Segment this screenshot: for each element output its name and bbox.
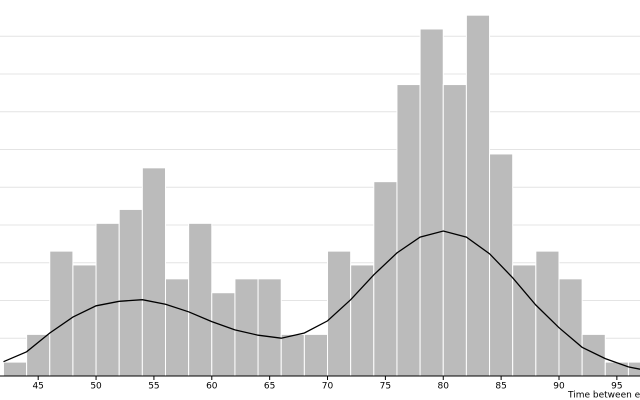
x-axis-label: Time between erup <box>567 391 640 400</box>
bar <box>327 250 352 377</box>
bar <box>350 264 375 377</box>
bar <box>581 333 606 377</box>
x-tick-label: 95 <box>611 382 622 392</box>
bar <box>442 84 467 377</box>
overlay: 45 50 55 60 65 70 75 80 85 90 95 <box>0 375 640 392</box>
x-tick-label: 50 <box>90 382 102 392</box>
bar <box>419 28 444 377</box>
bar <box>465 14 491 377</box>
bar <box>211 292 236 377</box>
bar <box>234 278 259 377</box>
x-tick-label: 80 <box>438 382 450 392</box>
x-tick-label: 75 <box>380 382 391 392</box>
bar <box>72 264 97 377</box>
x-tick-label: 85 <box>495 382 506 392</box>
bar <box>535 250 560 377</box>
bar <box>604 361 629 377</box>
bar <box>188 222 213 377</box>
bar <box>26 333 51 377</box>
bar <box>280 333 305 377</box>
x-tick-label: 55 <box>148 382 159 392</box>
bar <box>303 333 329 377</box>
bars <box>2 14 640 377</box>
bar <box>49 250 74 377</box>
x-tick-label: 65 <box>264 382 275 392</box>
bar <box>257 278 282 377</box>
x-tick-label: 45 <box>32 382 43 392</box>
bar <box>141 167 166 377</box>
density-line <box>3 230 640 370</box>
bar <box>2 361 28 377</box>
x-tick-label: 90 <box>553 382 565 392</box>
bar <box>118 208 143 377</box>
bar <box>95 222 120 377</box>
x-tick-label: 70 <box>322 382 334 392</box>
x-tick-label: 60 <box>206 382 218 392</box>
bar <box>396 84 421 377</box>
bar <box>558 278 583 377</box>
bar <box>373 181 398 377</box>
bar <box>164 278 190 377</box>
